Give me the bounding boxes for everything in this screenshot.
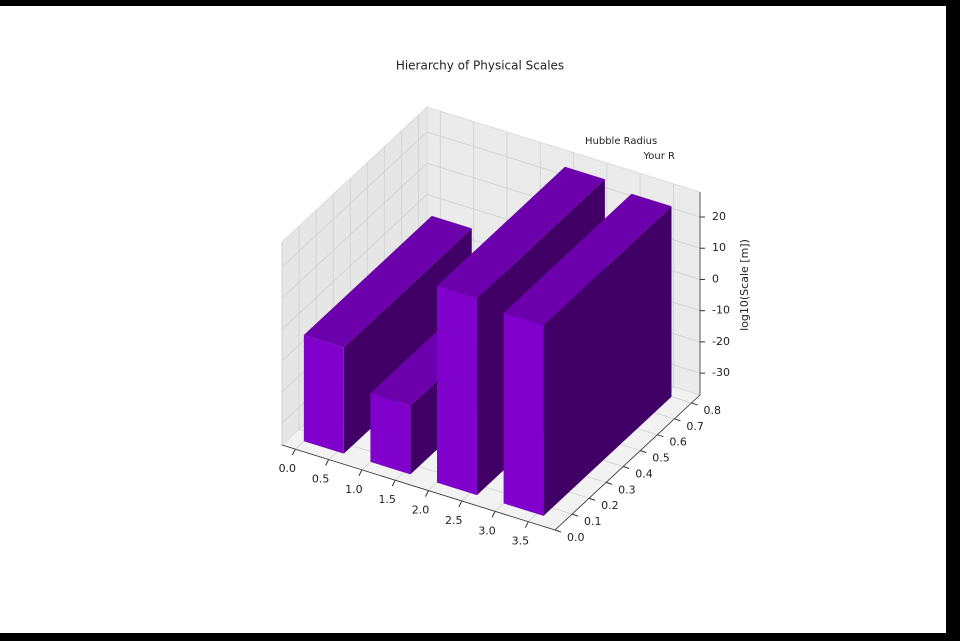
annotation: Hubble Radius bbox=[585, 136, 657, 147]
y-tick-label: 0.1 bbox=[584, 515, 602, 528]
y-axis bbox=[554, 394, 701, 531]
grid-line bbox=[281, 162, 428, 299]
z-tick-label: 20 bbox=[712, 210, 726, 223]
y-tick bbox=[657, 434, 664, 438]
y-tick-label: 0.3 bbox=[618, 483, 636, 496]
x-tick bbox=[391, 480, 396, 487]
x-tick-label: 3.0 bbox=[478, 524, 496, 537]
bar-top bbox=[503, 193, 672, 326]
z-tick-label: -20 bbox=[712, 335, 730, 348]
x-tick-label: 1.5 bbox=[378, 493, 396, 506]
x-tick-label: 2.0 bbox=[412, 504, 430, 517]
y-tick bbox=[674, 418, 681, 422]
x-tick bbox=[491, 511, 496, 518]
y-tick bbox=[554, 529, 562, 533]
y-tick-label: 0.6 bbox=[669, 436, 687, 449]
bar-front bbox=[303, 335, 344, 454]
y-tick bbox=[623, 465, 630, 469]
y-tick bbox=[691, 402, 698, 406]
z-axis-label: log10(Scale [m]) bbox=[738, 239, 751, 331]
bar-front bbox=[370, 393, 411, 475]
grid-line bbox=[281, 194, 428, 330]
chart-title: Hierarchy of Physical Scales bbox=[396, 59, 564, 73]
bar-side bbox=[543, 206, 672, 516]
y-tick bbox=[640, 450, 647, 454]
z-tick-label: 0 bbox=[712, 272, 719, 285]
x-tick bbox=[458, 500, 463, 508]
annotation: Your R bbox=[643, 151, 676, 162]
y-tick-label: 0.0 bbox=[567, 531, 585, 544]
bar-top bbox=[437, 166, 605, 299]
z-tick-label: -30 bbox=[712, 366, 730, 379]
x-tick bbox=[524, 521, 529, 528]
y-tick-label: 0.4 bbox=[635, 467, 653, 480]
z-tick-label: 10 bbox=[712, 241, 726, 254]
bar-front bbox=[503, 312, 544, 516]
x-tick bbox=[325, 459, 330, 466]
y-tick bbox=[588, 497, 596, 501]
x-tick-label: 2.5 bbox=[445, 514, 463, 527]
y-tick-label: 0.7 bbox=[686, 420, 704, 433]
z-tick-label: -10 bbox=[712, 304, 730, 317]
y-tick-label: 0.5 bbox=[652, 452, 670, 465]
x-tick-label: 3.5 bbox=[512, 535, 530, 548]
x-tick bbox=[425, 490, 429, 497]
y-tick-label: 0.2 bbox=[601, 499, 619, 512]
y-tick bbox=[571, 513, 579, 517]
x-tick bbox=[358, 469, 363, 477]
x-tick-label: 0.5 bbox=[312, 473, 330, 486]
bar-front bbox=[437, 285, 477, 496]
x-tick bbox=[291, 448, 296, 456]
x-tick-label: 0.0 bbox=[279, 462, 297, 475]
x-axis bbox=[281, 444, 556, 531]
y-tick-label: 0.8 bbox=[703, 404, 721, 417]
grid-line bbox=[281, 131, 428, 268]
x-tick-label: 1.0 bbox=[345, 483, 363, 496]
y-tick bbox=[606, 481, 613, 485]
bar-top bbox=[303, 215, 472, 348]
